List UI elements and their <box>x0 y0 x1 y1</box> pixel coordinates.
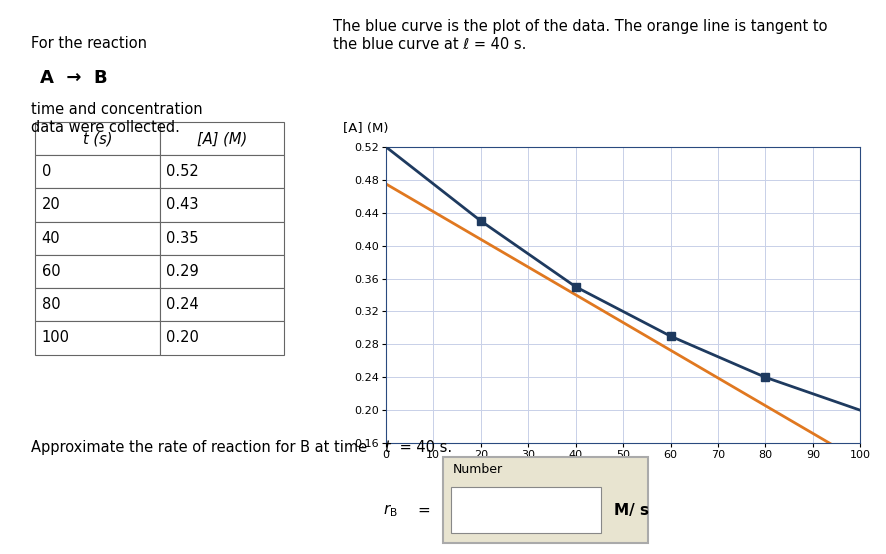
X-axis label: t (s): t (s) <box>609 464 636 478</box>
Text: =: = <box>416 503 429 518</box>
Text: $r_\mathsf{B}$: $r_\mathsf{B}$ <box>383 502 398 519</box>
Text: M/ s: M/ s <box>613 503 648 518</box>
Text: A  →  B: A → B <box>40 69 107 87</box>
Text: The blue curve is the plot of the data. The orange line is tangent to
the blue c: The blue curve is the plot of the data. … <box>332 19 826 52</box>
Text: = 40 s.: = 40 s. <box>394 440 451 455</box>
Text: For the reaction: For the reaction <box>31 36 147 51</box>
Text: t: t <box>384 440 389 455</box>
Text: [A] (M): [A] (M) <box>343 122 388 135</box>
Text: time and concentration
data were collected.: time and concentration data were collect… <box>31 102 202 135</box>
Text: Approximate the rate of reaction for B at time: Approximate the rate of reaction for B a… <box>31 440 371 455</box>
Text: Number: Number <box>452 463 502 475</box>
